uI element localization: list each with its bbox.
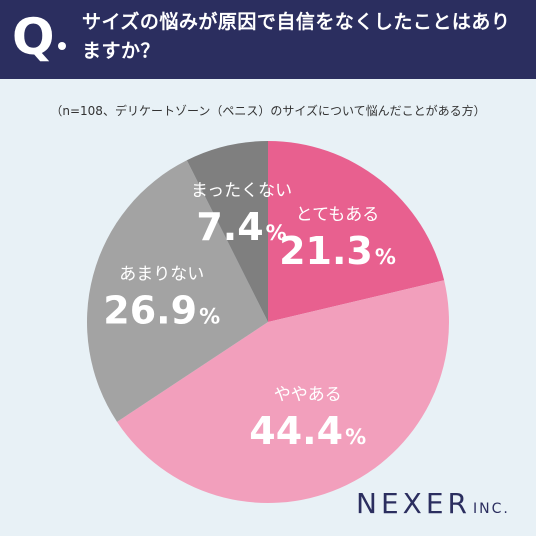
pie-slice	[86, 160, 268, 422]
question-dot	[58, 42, 66, 50]
slice-category-label: ややある	[274, 385, 342, 405]
nexer-logo: NEXER INC.	[356, 488, 510, 525]
slice-percent-label: 26.9%	[103, 289, 220, 333]
question-header: Q サイズの悩みが原因で自信をなくしたことはありますか？	[0, 0, 536, 79]
chart-subtitle: （n=108、デリケートゾーン（ペニス）のサイズについて悩んだことがある方）	[50, 104, 486, 118]
chart-title: サイズの悩みが原因で自信をなくしたことはありますか？	[82, 11, 511, 62]
slice-category-label: あまりない	[119, 265, 204, 285]
question-mark-icon: Q	[12, 8, 55, 66]
pie-slice	[186, 141, 268, 322]
pie-slice	[117, 280, 450, 504]
slice-category-label: まったくない	[191, 181, 292, 201]
pie-slice	[268, 141, 445, 322]
logo-text: NEXER	[356, 487, 471, 520]
slice-category-label: とてもある	[296, 205, 380, 225]
logo-suffix: INC.	[472, 501, 510, 517]
